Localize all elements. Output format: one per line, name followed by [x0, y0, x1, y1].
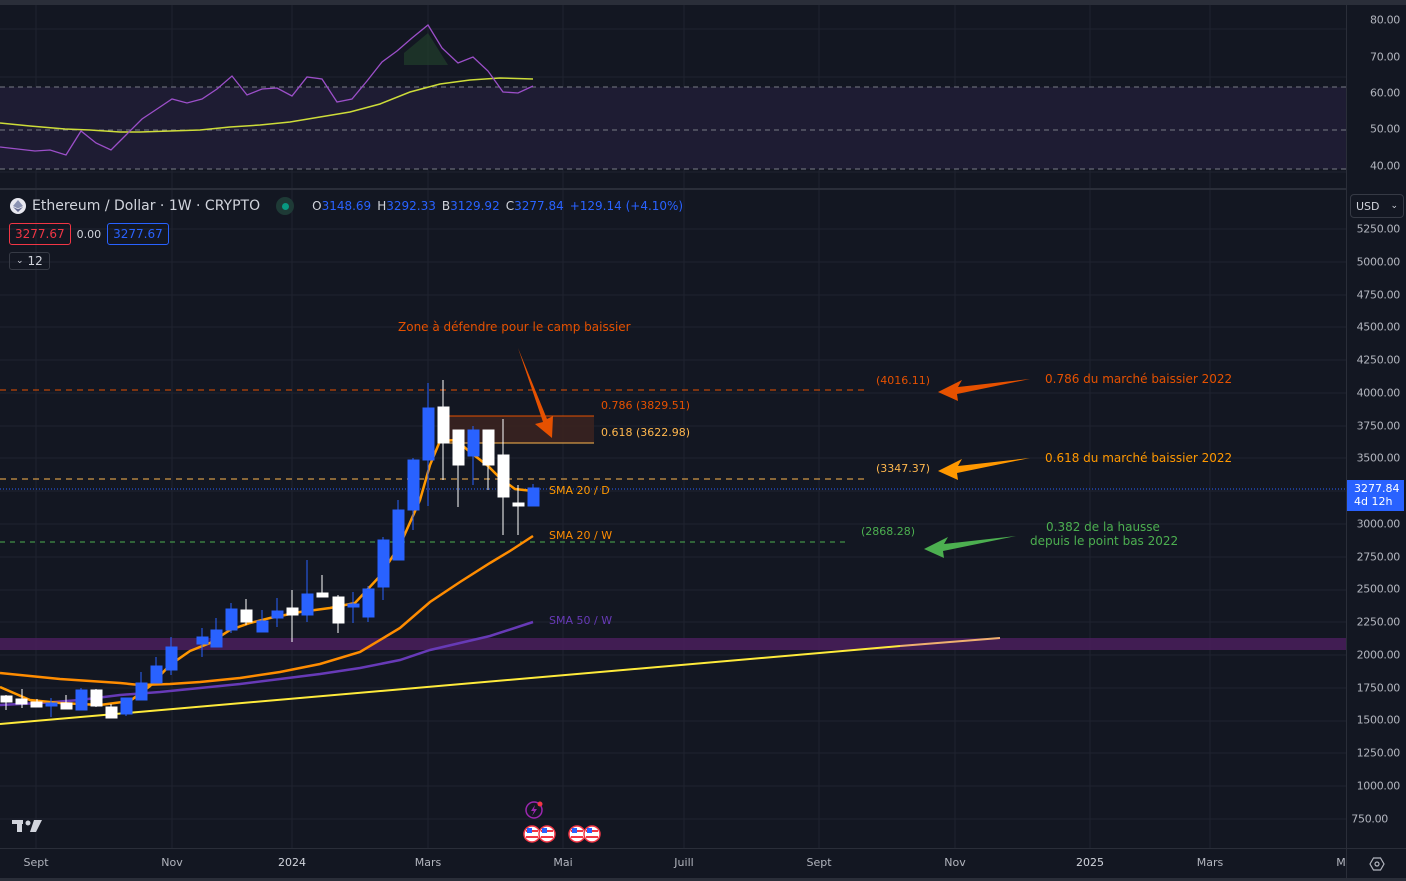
note-618: 0.618 du marché baissier 2022 [1045, 451, 1233, 465]
time-axis-label: Nov [161, 856, 183, 869]
price-axis-label: 1500.00 [1356, 713, 1401, 727]
economic-events [522, 800, 612, 854]
price-axis-label: 5000.00 [1356, 255, 1401, 269]
price-axis-label: 2000.00 [1356, 648, 1401, 662]
close-value: 3277.84 [514, 199, 564, 213]
open-key: O [312, 199, 322, 213]
lightning-event-icon [525, 801, 543, 819]
spread-value: 0.00 [76, 227, 102, 241]
rsi-axis-label: 80.00 [1370, 13, 1400, 27]
sma20w-label: SMA 20 / W [549, 529, 613, 542]
bar-countdown: 4d 12h [1354, 495, 1393, 508]
note-382-line1: 0.382 de la hausse [1046, 520, 1160, 534]
low-key: B [441, 199, 451, 213]
ohlc-values: O3148.69 H3292.33 B3129.92 C3277.84 +129… [312, 199, 683, 213]
rsi-axis-label: 60.00 [1370, 86, 1400, 100]
rsi-axis-label: 40.00 [1370, 159, 1400, 173]
price-axis-label: 2250.00 [1356, 615, 1401, 629]
price-axis-label: 4250.00 [1356, 353, 1401, 367]
candlestick-chart [0, 190, 1346, 848]
price-axis-label: 4000.00 [1356, 386, 1401, 400]
symbol-title[interactable]: Ethereum / Dollar · 1W · CRYPTO [32, 198, 261, 214]
price-chart-pane[interactable]: Zone à défendre pour le camp baissier 0.… [0, 190, 1346, 848]
note-786: 0.786 du marché baissier 2022 [1045, 372, 1233, 386]
time-axis-label: 2024 [278, 856, 306, 869]
price-axis-label: 1750.00 [1356, 681, 1401, 695]
rsi-axis-label: 70.00 [1370, 50, 1400, 64]
symbol-legend[interactable]: Ethereum / Dollar · 1W · CRYPTO O3148.69… [10, 197, 683, 215]
price-axis-label: 3000.00 [1356, 517, 1401, 531]
price-axis-label: 1250.00 [1356, 746, 1401, 760]
us-flag-event-icon [523, 825, 601, 843]
trade-buttons: 3277.67 0.00 3277.67 [9, 223, 169, 245]
indicators-toggle[interactable]: ⌄ 12 [9, 252, 50, 270]
time-axis[interactable]: Sept Nov 2024 Mars Mai Juill Sept Nov 20… [0, 848, 1346, 878]
currency-label: USD [1356, 199, 1380, 213]
close-key: C [505, 199, 515, 213]
fib-618-label: 0.618 (3622.98) [601, 426, 691, 439]
open-value: 3148.69 [321, 199, 372, 213]
chart-settings-button[interactable] [1346, 848, 1406, 878]
indicator-count: 12 [27, 254, 43, 268]
high-value: 3292.33 [386, 199, 436, 213]
level-4016-label: (4016.11) [876, 374, 931, 387]
currency-selector[interactable]: USD ⌄ [1350, 194, 1404, 218]
sma50w-label: SMA 50 / W [549, 614, 613, 627]
change-value: +129.14 (+4.10%) [569, 199, 684, 213]
price-axis-label: 750.00 [1351, 812, 1388, 826]
buy-button[interactable]: 3277.67 [107, 223, 169, 245]
low-value: 3129.92 [450, 199, 500, 213]
time-axis-label: Mai [553, 856, 573, 869]
price-axis-label: 3750.00 [1356, 419, 1401, 433]
market-open-dot [281, 202, 289, 210]
price-axis-label: 5250.00 [1356, 222, 1401, 236]
chevron-down-icon: ⌄ [16, 256, 24, 266]
time-axis-label: 2025 [1076, 856, 1104, 869]
time-axis-label: Nov [944, 856, 966, 869]
price-axis-label: 4500.00 [1356, 320, 1401, 334]
level-3347-label: (3347.37) [876, 462, 931, 475]
time-axis-label: M [1336, 856, 1346, 869]
price-axis-label: 1000.00 [1356, 779, 1401, 793]
zone-annotation: Zone à défendre pour le camp baissier [398, 320, 631, 334]
rsi-axis-label: 50.00 [1370, 122, 1400, 136]
time-axis-label: Mars [1196, 856, 1224, 869]
tradingview-logo[interactable] [12, 818, 44, 838]
rsi-chart [0, 5, 1346, 188]
settings-hexagon-icon [1368, 856, 1385, 871]
sma20d-label: SMA 20 / D [549, 484, 610, 497]
note-382-line2: depuis le point bas 2022 [1030, 534, 1179, 548]
time-axis-label: Sept [23, 856, 49, 869]
price-axis-label: 2500.00 [1356, 582, 1401, 596]
top-border [0, 0, 1406, 5]
price-axis[interactable]: 80.00 70.00 60.00 50.00 40.00 5250.00 50… [1346, 5, 1406, 848]
time-axis-label: Sept [806, 856, 832, 869]
fib-786-label: 0.786 (3829.51) [601, 399, 691, 412]
price-axis-label: 2750.00 [1356, 550, 1401, 564]
time-axis-label: Juill [674, 856, 694, 869]
ethereum-icon [10, 198, 26, 214]
candles [0, 380, 540, 719]
price-axis-label: 3500.00 [1356, 451, 1401, 465]
time-axis-label: Mars [414, 856, 442, 869]
price-axis-label: 4750.00 [1356, 288, 1401, 302]
last-price-value: 3277.84 [1354, 482, 1400, 495]
last-price-tag: 3277.84 4d 12h [1347, 480, 1404, 511]
bottom-border [0, 878, 1406, 881]
high-key: H [377, 199, 387, 213]
level-2868-label: (2868.28) [861, 525, 916, 538]
rsi-pane[interactable] [0, 5, 1346, 188]
pane-divider[interactable] [0, 188, 1346, 190]
chevron-down-icon: ⌄ [1390, 201, 1398, 211]
sell-button[interactable]: 3277.67 [9, 223, 71, 245]
market-status-indicator[interactable] [276, 197, 295, 215]
